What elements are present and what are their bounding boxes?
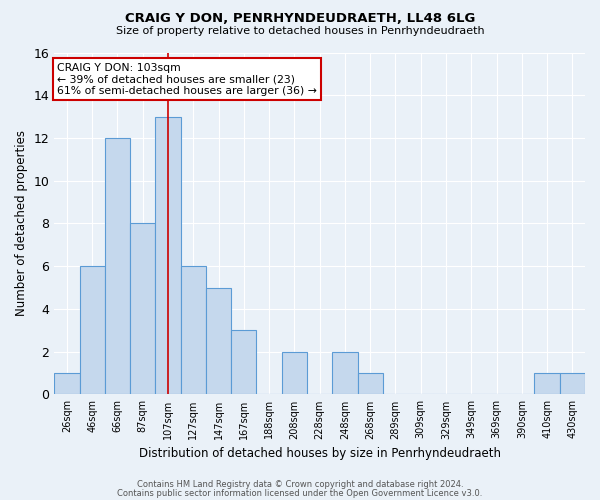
Bar [560,373,585,394]
Bar [535,373,560,394]
Bar [332,352,358,395]
Bar [206,288,231,395]
Bar [282,352,307,395]
Text: Contains public sector information licensed under the Open Government Licence v3: Contains public sector information licen… [118,488,482,498]
Bar [358,373,383,394]
Text: Contains HM Land Registry data © Crown copyright and database right 2024.: Contains HM Land Registry data © Crown c… [137,480,463,489]
Y-axis label: Number of detached properties: Number of detached properties [15,130,28,316]
Bar [231,330,256,394]
Text: CRAIG Y DON: 103sqm
← 39% of detached houses are smaller (23)
61% of semi-detach: CRAIG Y DON: 103sqm ← 39% of detached ho… [57,63,317,96]
X-axis label: Distribution of detached houses by size in Penrhyndeudraeth: Distribution of detached houses by size … [139,447,500,460]
Bar [130,224,155,394]
Bar [80,266,105,394]
Text: CRAIG Y DON, PENRHYNDEUDRAETH, LL48 6LG: CRAIG Y DON, PENRHYNDEUDRAETH, LL48 6LG [125,12,475,26]
Bar [181,266,206,394]
Bar [105,138,130,394]
Text: Size of property relative to detached houses in Penrhyndeudraeth: Size of property relative to detached ho… [116,26,484,36]
Bar [155,116,181,394]
Bar [54,373,80,394]
